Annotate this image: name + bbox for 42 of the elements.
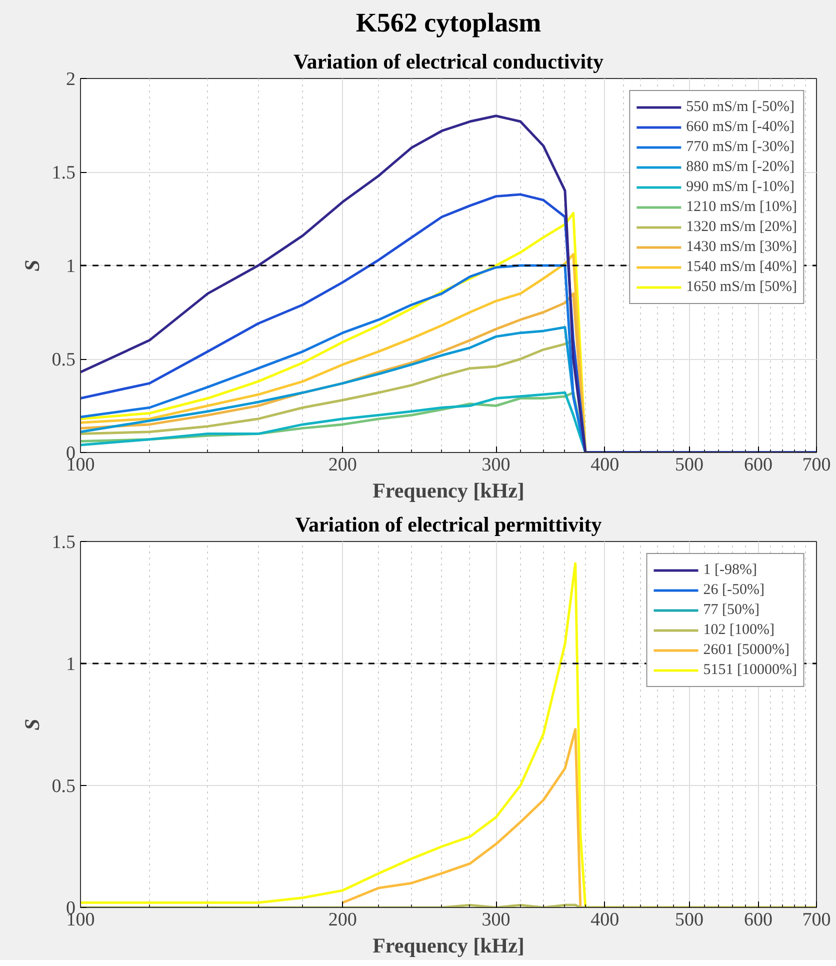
legend-label: 1320 mS/m [20%] (686, 218, 797, 236)
y-tick-label: 0.5 (52, 350, 76, 370)
x-tick-label: 700 (802, 454, 831, 476)
chart-title: K562 cytoplasm (356, 8, 542, 38)
legend-label: 1 [-98%] (703, 562, 757, 578)
y-tick-label: 0.5 (52, 776, 76, 797)
x-tick-label: 500 (674, 910, 704, 930)
chart-subtitle: Variation of electrical conductivity (293, 50, 604, 74)
legend-label: 1430 mS/m [30%] (686, 238, 797, 256)
legend-label: 2601 [5000%] (703, 642, 790, 658)
x-axis-title: Frequency [kHz] (372, 934, 524, 958)
x-tick-label: 200 (328, 910, 357, 930)
legend-label: 990 mS/m [-10%] (686, 178, 794, 196)
legend-label: 26 [-50%] (703, 582, 764, 598)
y-tick-label: 2 (66, 69, 76, 90)
legend-label: 550 mS/m [-50%] (686, 98, 794, 116)
legend-label: 770 mS/m [-30%] (686, 138, 794, 156)
x-tick-label: 400 (590, 910, 620, 930)
x-tick-label: 600 (744, 910, 772, 930)
legend-label: 1540 mS/m [40%] (686, 258, 797, 276)
legend-label: 5151 [10000%] (703, 662, 797, 678)
x-tick-label: 200 (328, 454, 357, 476)
legend-label: 660 mS/m [-40%] (686, 118, 794, 136)
legend-label: 880 mS/m [-20%] (686, 158, 794, 176)
y-tick-label: 1 (66, 654, 76, 675)
x-tick-label: 300 (482, 910, 510, 930)
x-tick-label: 300 (482, 454, 510, 476)
y-tick-label: 1.5 (52, 532, 76, 553)
x-axis-title: Frequency [kHz] (372, 478, 524, 502)
legend-label: 1210 mS/m [10%] (686, 198, 797, 216)
x-tick-label: 700 (802, 910, 831, 930)
chart-subtitle: Variation of electrical permittivity (295, 512, 602, 536)
y-tick-label: 1.5 (52, 162, 76, 184)
y-axis-title: S (20, 718, 44, 730)
x-tick-label: 500 (674, 454, 704, 476)
y-tick-label: 1 (66, 256, 76, 277)
legend-label: 1650 mS/m [50%] (686, 278, 797, 296)
y-axis-title: S (20, 260, 44, 272)
legend-label: 102 [100%] (703, 622, 774, 638)
legend-label: 77 [50%] (703, 602, 760, 618)
x-tick-label: 400 (590, 454, 620, 476)
x-tick-label: 600 (744, 454, 772, 476)
